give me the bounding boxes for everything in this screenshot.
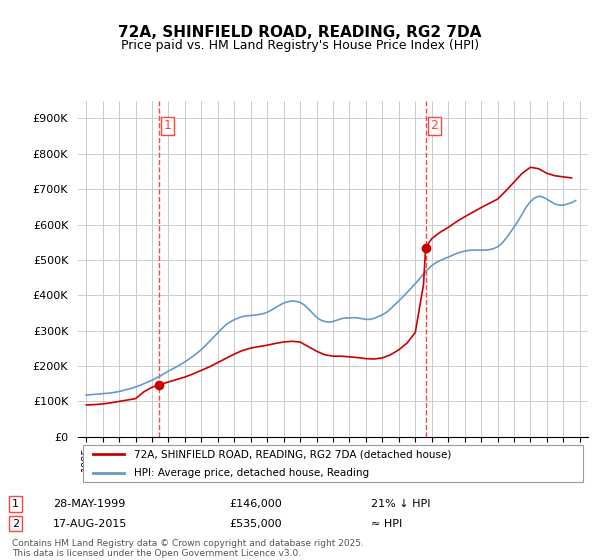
Text: Price paid vs. HM Land Registry's House Price Index (HPI): Price paid vs. HM Land Registry's House …: [121, 39, 479, 52]
Text: 1: 1: [12, 499, 19, 509]
Text: 28-MAY-1999: 28-MAY-1999: [53, 499, 125, 509]
Text: 1: 1: [164, 119, 172, 132]
Text: Contains HM Land Registry data © Crown copyright and database right 2025.
This d: Contains HM Land Registry data © Crown c…: [12, 539, 364, 558]
Text: HPI: Average price, detached house, Reading: HPI: Average price, detached house, Read…: [134, 468, 369, 478]
Text: £146,000: £146,000: [229, 499, 282, 509]
Text: 21% ↓ HPI: 21% ↓ HPI: [371, 499, 430, 509]
Text: 17-AUG-2015: 17-AUG-2015: [53, 519, 127, 529]
Text: 72A, SHINFIELD ROAD, READING, RG2 7DA: 72A, SHINFIELD ROAD, READING, RG2 7DA: [118, 25, 482, 40]
Text: 2: 2: [431, 119, 439, 132]
Text: 2: 2: [12, 519, 19, 529]
FancyBboxPatch shape: [83, 445, 583, 482]
Text: £535,000: £535,000: [229, 519, 282, 529]
Text: 72A, SHINFIELD ROAD, READING, RG2 7DA (detached house): 72A, SHINFIELD ROAD, READING, RG2 7DA (d…: [134, 449, 451, 459]
Text: ≈ HPI: ≈ HPI: [371, 519, 402, 529]
